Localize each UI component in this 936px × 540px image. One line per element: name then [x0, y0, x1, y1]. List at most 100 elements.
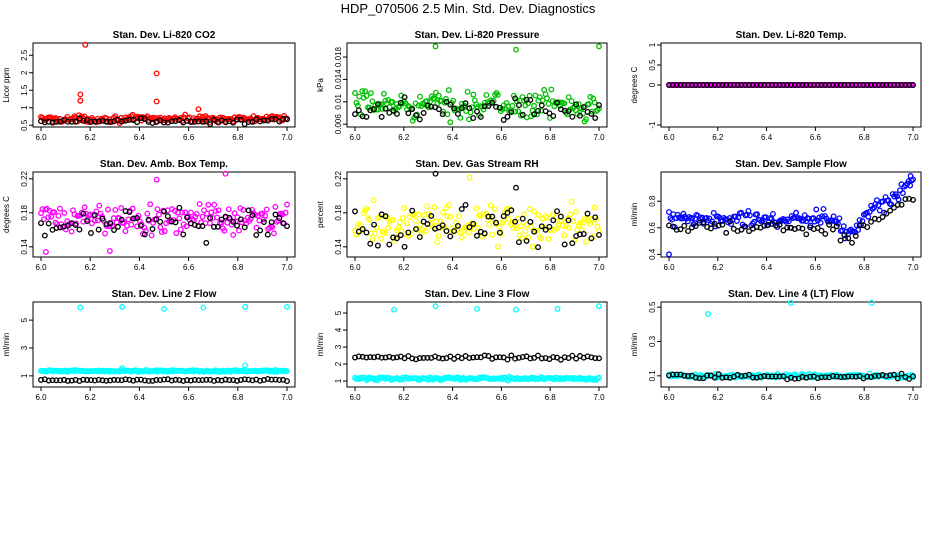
data-point [504, 209, 511, 216]
data-point [88, 118, 94, 125]
data-point [826, 221, 833, 228]
data-point [544, 214, 550, 221]
outlier-point [666, 251, 672, 258]
data-point [749, 82, 756, 88]
x-tick-label: 6.0 [35, 133, 47, 142]
data-point [785, 218, 792, 225]
data-point [788, 82, 794, 88]
data-point [784, 82, 791, 88]
data-point [367, 240, 374, 247]
data-point [148, 232, 155, 239]
data-point [416, 355, 423, 362]
y-tick-label: 3 [334, 344, 343, 349]
data-point [485, 103, 492, 109]
data-point [591, 204, 598, 211]
data-point [890, 82, 897, 88]
x-tick-label: 6.0 [349, 263, 361, 272]
data-point [68, 228, 75, 235]
data-point [195, 223, 202, 230]
x-tick-label: 6.0 [35, 393, 47, 402]
data-point [161, 376, 167, 383]
outlier-point [106, 248, 113, 254]
y-tick-label: 5 [334, 310, 343, 315]
y-tick-label: 0.5 [20, 119, 29, 131]
data-point [727, 218, 733, 225]
data-point [519, 215, 526, 222]
data-point [409, 106, 416, 112]
x-tick-label: 7.0 [281, 133, 293, 142]
data-point [195, 377, 202, 384]
y-tick-label: 1 [20, 105, 29, 110]
data-point [692, 223, 699, 230]
data-point [61, 223, 68, 230]
data-point [523, 237, 530, 244]
data-point [214, 377, 221, 383]
data-point [84, 377, 91, 383]
data-point [492, 206, 498, 213]
data-point [378, 235, 384, 242]
y-axis-label: ml/min [630, 203, 639, 227]
data-point [535, 244, 541, 251]
data-point [420, 110, 427, 116]
data-point [354, 221, 361, 228]
data-point [758, 218, 765, 225]
y-tick-label: 2 [334, 361, 343, 366]
data-point [868, 82, 875, 88]
data-point [715, 82, 722, 88]
data-point [852, 373, 859, 380]
data-point [780, 82, 787, 88]
data-point [72, 222, 79, 228]
data-point [577, 219, 584, 226]
data-point [470, 91, 477, 98]
data-point [826, 82, 833, 88]
x-tick-label: 6.4 [447, 393, 459, 402]
data-point [837, 374, 844, 381]
data-point [272, 376, 279, 383]
data-point [481, 103, 488, 110]
data-point [395, 224, 402, 231]
data-point [230, 119, 237, 126]
data-point [860, 82, 867, 88]
data-point [180, 231, 187, 238]
data-point [390, 354, 397, 361]
data-point [685, 373, 692, 379]
data-point [757, 373, 764, 380]
data-point [845, 235, 852, 242]
data-point [424, 203, 431, 210]
data-point [245, 118, 252, 125]
data-point [466, 105, 473, 112]
data-point [53, 377, 60, 384]
data-point [102, 230, 108, 237]
data-point [383, 214, 390, 221]
data-point [240, 206, 247, 213]
data-point [118, 216, 125, 223]
data-point [157, 377, 164, 384]
data-point [754, 211, 761, 218]
data-point [372, 230, 379, 237]
data-point [875, 202, 882, 209]
data-point [237, 216, 244, 223]
data-point [719, 221, 726, 228]
outlier-point [153, 70, 160, 77]
data-point [738, 226, 745, 233]
data-point [444, 213, 451, 220]
data-point [114, 223, 121, 230]
data-point [445, 202, 452, 209]
data-point [871, 372, 878, 379]
data-point [199, 223, 206, 230]
data-point [359, 113, 366, 120]
data-point [221, 227, 228, 234]
data-point [363, 205, 370, 212]
data-point [527, 218, 534, 225]
data-point [856, 82, 863, 88]
data-point [533, 227, 540, 234]
x-tick-label: 6.0 [663, 393, 675, 402]
data-point [111, 376, 117, 383]
data-point [405, 110, 412, 117]
data-point [445, 87, 452, 94]
data-point [561, 107, 568, 114]
data-point [214, 214, 221, 221]
y-tick-label: 0.22 [334, 170, 343, 186]
data-point [397, 99, 404, 106]
